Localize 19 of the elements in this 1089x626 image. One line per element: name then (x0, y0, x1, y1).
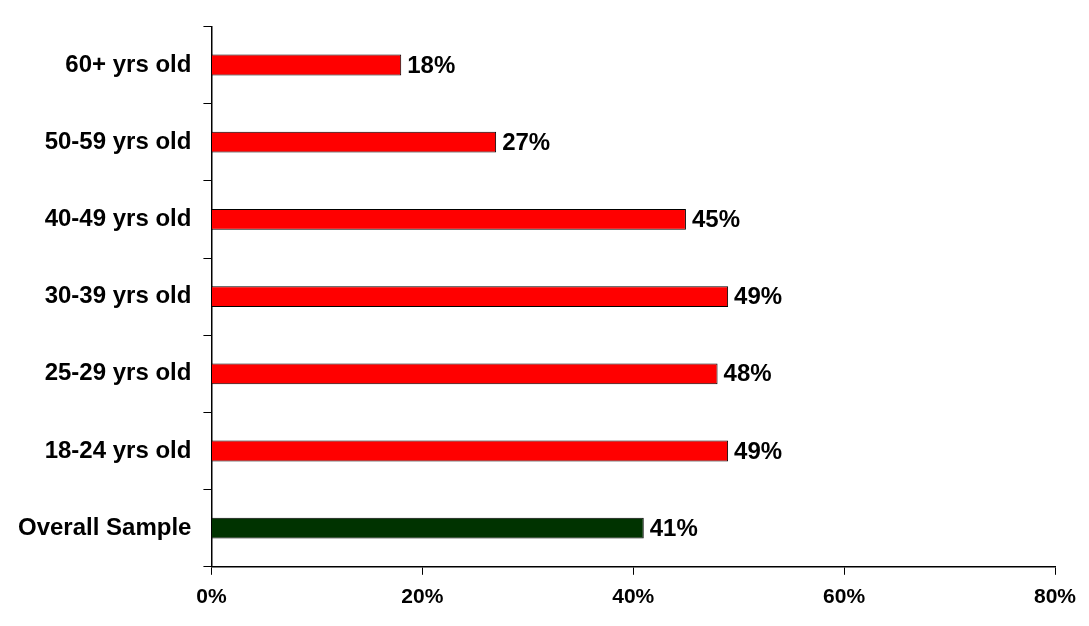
data-label: 18% (407, 50, 456, 78)
y-tick-label: 30-39 yrs old (44, 281, 192, 309)
x-tick-label: 20% (401, 584, 444, 608)
data-label: 45% (691, 205, 740, 233)
y-tick-label: Overall Sample (17, 512, 192, 540)
y-tick-label: 18-24 yrs old (44, 435, 192, 463)
x-tick-label: 0% (196, 584, 227, 608)
x-tick-label: 80% (1033, 584, 1077, 608)
y-tick-label: 40-49 yrs old (44, 204, 192, 232)
x-tick-label: 60% (823, 584, 866, 608)
y-tick-label: 50-59 yrs old (44, 126, 192, 154)
y-tick-label: 60+ yrs old (65, 49, 192, 77)
x-tick-label: 40% (612, 584, 655, 608)
data-label: 49% (734, 436, 783, 464)
data-label: 41% (649, 513, 698, 541)
data-label: 48% (723, 359, 772, 387)
data-label: 27% (502, 127, 551, 155)
data-label: 49% (734, 282, 783, 310)
y-tick-label: 25-29 yrs old (44, 358, 192, 386)
